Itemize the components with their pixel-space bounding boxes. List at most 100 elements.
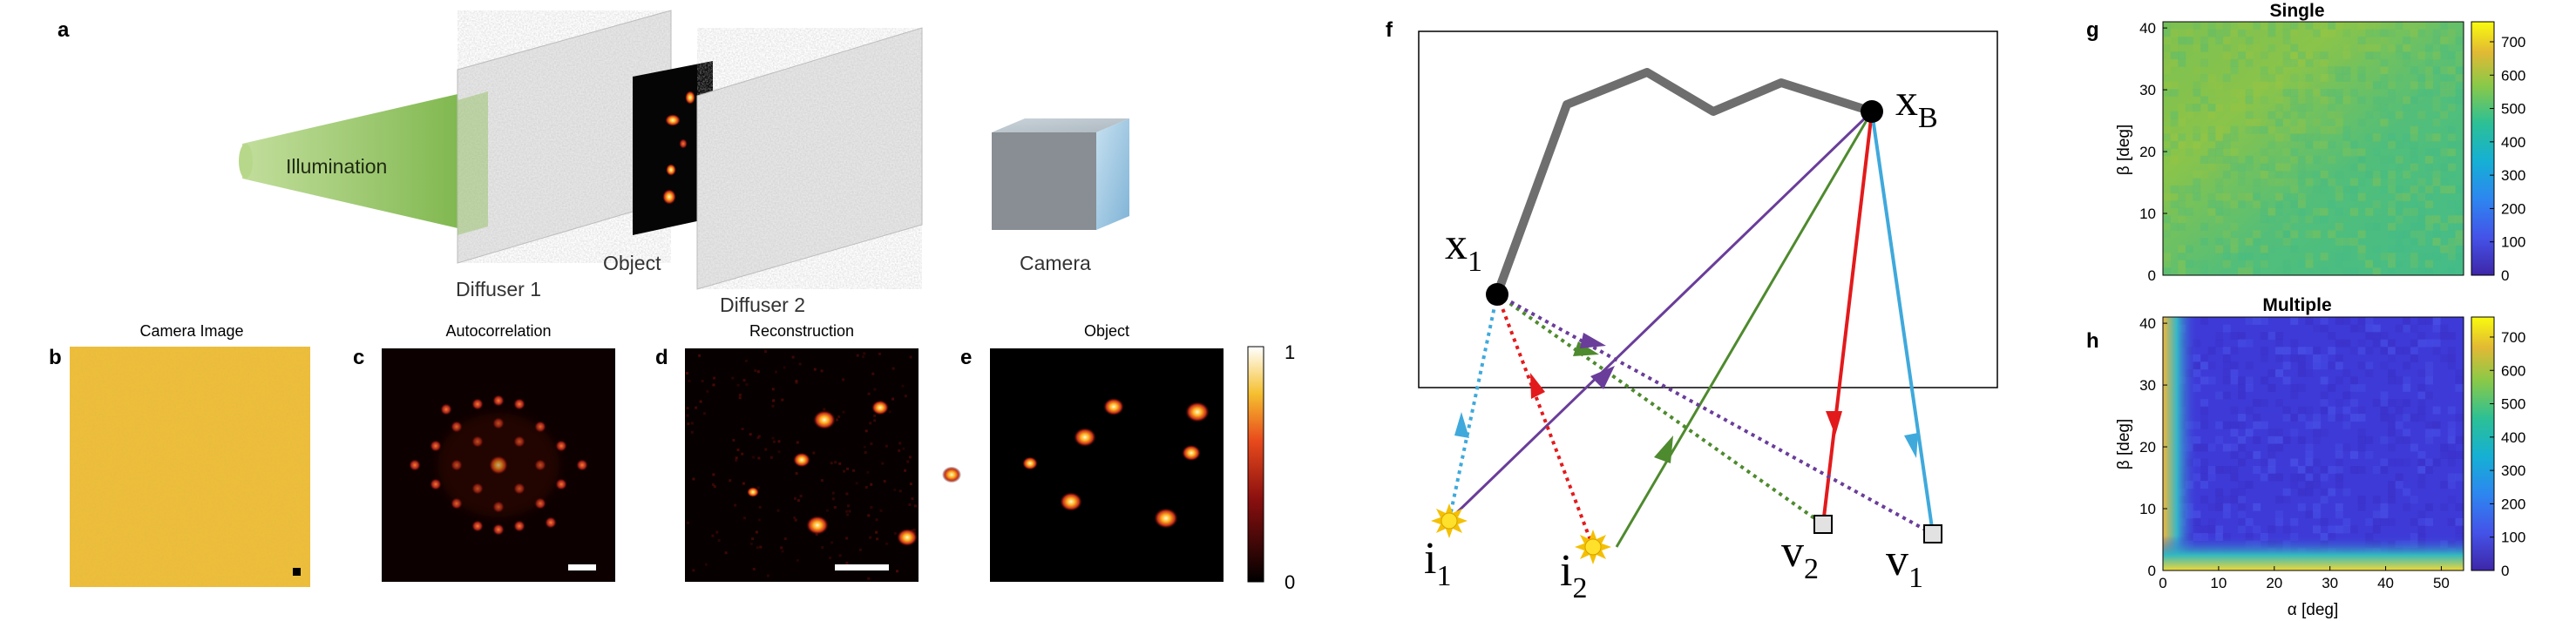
reconstruction-blob [897,528,918,547]
heatmap-h-xlabel: α [deg] [2288,601,2339,619]
scattering-path [1493,68,1876,299]
object-blob [1182,444,1201,462]
arrow-green-dotted [1573,341,1599,356]
reconstruction-blob [793,452,810,468]
colorbar-tick-label: 600 [2501,67,2525,84]
label-v1: v1 [1886,536,1923,594]
heatmap-g-colorbar [2471,21,2495,276]
panel-label-a: a [58,18,70,42]
panel-f: f [1386,18,1998,604]
reconstruction-blob [871,400,889,415]
diffuser-1-label: Diffuser 1 [456,278,541,300]
scale-bar-b [293,568,301,576]
panel-label-d: d [655,346,668,369]
object-blob [1060,491,1082,512]
ytick-label: 30 [2139,377,2156,394]
camera-label: Camera [1020,252,1091,274]
ray-blue-dotted [1447,294,1499,521]
autocorrelation-peak [492,395,505,407]
arrow-red-solid [1826,411,1842,435]
heatmap-g-cticks: 0 100 200 300 400 500 600 700 [2490,34,2525,284]
detector-v1 [1923,524,1942,543]
ytick-label: 20 [2139,144,2156,160]
reconstruction-blob [747,487,759,497]
object-title: Object [1084,322,1129,340]
ytick-label: 0 [2148,267,2156,284]
ray-purple-dotted [1496,293,1934,536]
label-i1: i1 [1424,534,1451,592]
panel-b: b Camera Image [49,322,310,587]
arrow-red-dotted [1530,373,1545,399]
colorbar-e-min: 0 [1285,571,1295,593]
autocorrelation-title: Autocorrelation [445,322,551,340]
ytick-label: 40 [2139,315,2156,332]
xtick-label: 10 [2210,575,2227,591]
reconstruction-blob [806,515,829,536]
reconstruction-title: Reconstruction [749,322,854,340]
object-blob [1185,402,1210,422]
xtick-label: 20 [2266,575,2282,591]
colorbar-tick-label: 0 [2501,267,2509,284]
object-slide [633,61,713,235]
heatmap-g-yticks: 0 10 20 30 40 [2139,20,2167,284]
autocorrelation-peak [471,520,484,532]
ray-green-solid [1615,111,1874,548]
panel-label-e: e [960,346,972,369]
label-i2: i2 [1560,546,1587,604]
heatmap-h-title: Multiple [2262,295,2331,315]
autocorrelation-peak [409,459,421,471]
scatter-point-x1 [1486,283,1508,306]
arrow-purple-solid [1590,366,1615,389]
autocorrelation-peak [430,440,442,452]
colorbar-tick-label: 200 [2501,200,2525,217]
colorbar-tick-label: 500 [2501,101,2525,118]
colorbar-e-max: 1 [1285,341,1295,363]
xtick-label: 50 [2433,575,2450,591]
heatmap-h-yticks: 0 10 20 30 40 [2139,315,2167,579]
colorbar-tick-label: 400 [2501,134,2525,151]
scale-bar-d [835,564,889,570]
label-v2: v2 [1781,527,1819,585]
label-xB: xB [1895,76,1938,134]
object-blob [1154,508,1178,529]
diffuser-2-label: Diffuser 2 [720,294,805,316]
heatmap-g-ylabel: β [deg] [2115,125,2133,175]
ytick-label: 40 [2139,20,2156,37]
heatmap-g-cells [2163,22,2464,276]
heatmap-h-xticks: 0 10 20 30 40 50 [2159,566,2450,591]
colorbar-tick-label: 0 [2501,563,2509,579]
arrow-purple-dotted [1580,333,1606,348]
autocorrelation-peak [471,398,484,410]
ytick-label: 20 [2139,439,2156,456]
xtick-label: 30 [2322,575,2338,591]
heatmap-h-colorbar [2471,316,2495,571]
panel-label-b: b [49,346,62,369]
object-blob [1022,456,1038,470]
illumination-label: Illumination [286,155,387,178]
xtick-label: 40 [2377,575,2394,591]
ray-green-dotted [1495,293,1825,526]
panel-label-h: h [2086,329,2099,353]
autocorrelation-peak [555,478,567,490]
panel-a: a Illumination Diffuser 1 Object Diffuse… [58,10,1129,316]
panel-h: h Multiple 0 10 20 30 40 0 10 20 30 40 50 β [deg]… [2086,295,2525,619]
camera-icon [992,118,1129,230]
reconstruction-noise [686,350,917,580]
heatmap-h-ylabel: β [deg] [2115,419,2133,469]
panel-d: d Reconstruction [655,322,961,582]
ytick-label: 30 [2139,82,2156,98]
heatmap-g-plot [2163,22,2464,275]
autocorrelation-peak [555,440,567,452]
colorbar-tick-label: 100 [2501,234,2525,251]
camera-image-title: Camera Image [139,322,243,340]
arrow-blue-dotted [1454,412,1469,438]
colorbar-e [1247,346,1264,583]
detector-v2 [1813,515,1833,534]
panel-g: g Single 0 10 20 30 40 β [deg] 0 100 200 300 400… [2086,1,2525,284]
heatmap-h-cells [2163,317,2464,571]
diffuser-1 [457,10,672,264]
colorbar-tick-label: 400 [2501,429,2525,446]
panel-label-g: g [2086,18,2099,42]
ray-purple-solid [1447,110,1874,522]
panel-c: c Autocorrelation [353,322,615,582]
